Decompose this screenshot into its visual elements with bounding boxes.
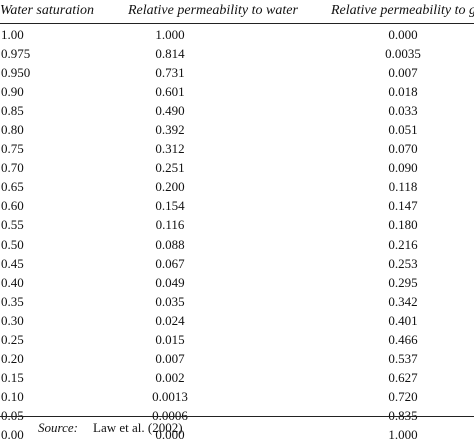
cell-water-saturation: 0.90 (1, 84, 24, 100)
cell-relative-permeability-water: 0.024 (155, 312, 185, 328)
cell-water-saturation: 0.950 (1, 65, 31, 81)
cell-relative-permeability-gas: 0.090 (388, 160, 418, 176)
table-row: 0.45 0.067 0.253 (0, 254, 474, 273)
cell-relative-permeability-gas: 0.0035 (385, 46, 421, 62)
cell-relative-permeability-gas: 0.295 (388, 274, 418, 290)
table-row: 0.40 0.049 0.295 (0, 273, 474, 292)
cell-relative-permeability-water: 0.154 (155, 198, 185, 214)
table-row: 0.975 0.814 0.0035 (0, 44, 474, 63)
cell-relative-permeability-water: 0.814 (155, 46, 185, 62)
cell-water-saturation: 0.75 (1, 141, 24, 157)
table-row: 0.55 0.116 0.180 (0, 215, 474, 234)
cell-water-saturation: 0.05 (1, 407, 24, 423)
table-bottom-rule (0, 416, 474, 417)
table-top-rule (0, 23, 474, 24)
cell-relative-permeability-gas: 0.180 (388, 217, 418, 233)
cell-relative-permeability-gas: 1.000 (388, 426, 418, 442)
cell-water-saturation: 0.20 (1, 350, 24, 366)
cell-relative-permeability-water: 0.731 (155, 65, 185, 81)
header-water-saturation: Water saturation (0, 3, 94, 18)
cell-relative-permeability-gas: 0.342 (388, 293, 418, 309)
cell-relative-permeability-gas: 0.033 (388, 103, 418, 119)
cell-relative-permeability-water: 0.116 (155, 217, 185, 233)
cell-relative-permeability-water: 1.000 (155, 27, 185, 42)
cell-relative-permeability-gas: 0.051 (388, 122, 418, 138)
cell-water-saturation: 0.975 (1, 46, 31, 62)
cell-water-saturation: 0.50 (1, 236, 24, 252)
table-row: 0.65 0.200 0.118 (0, 177, 474, 196)
cell-relative-permeability-water: 0.601 (155, 84, 185, 100)
table-row: 0.70 0.251 0.090 (0, 158, 474, 177)
cell-relative-permeability-gas: 0.253 (388, 255, 418, 271)
table-header-row: Water saturation Relative permeability t… (0, 0, 474, 22)
cell-relative-permeability-gas: 0.835 (388, 407, 418, 423)
cell-relative-permeability-water: 0.035 (155, 293, 185, 309)
cell-relative-permeability-gas: 0.720 (388, 388, 418, 404)
cell-relative-permeability-gas: 0.070 (388, 141, 418, 157)
cell-water-saturation: 0.80 (1, 122, 24, 138)
source-label: Source: (38, 420, 78, 435)
cell-water-saturation: 0.40 (1, 274, 24, 290)
cell-relative-permeability-gas: 0.118 (388, 179, 418, 195)
cell-relative-permeability-water: 0.067 (155, 255, 185, 271)
cell-relative-permeability-water: 0.0006 (152, 407, 188, 423)
cell-water-saturation: 0.70 (1, 160, 24, 176)
cell-water-saturation: 0.10 (1, 388, 24, 404)
cell-relative-permeability-water: 0.088 (155, 236, 185, 252)
cell-water-saturation: 1.00 (1, 27, 24, 42)
cell-relative-permeability-gas: 0.537 (388, 350, 418, 366)
cell-water-saturation: 0.55 (1, 217, 24, 233)
table-row: 0.30 0.024 0.401 (0, 311, 474, 330)
table-row: 0.15 0.002 0.627 (0, 368, 474, 387)
cell-water-saturation: 0.00 (1, 426, 24, 442)
cell-relative-permeability-gas: 0.147 (388, 198, 418, 214)
table-row: 0.10 0.0013 0.720 (0, 387, 474, 406)
cell-relative-permeability-water: 0.049 (155, 274, 185, 290)
cell-water-saturation: 0.25 (1, 331, 24, 347)
cell-relative-permeability-gas: 0.216 (388, 236, 418, 252)
cell-relative-permeability-gas: 0.401 (388, 312, 418, 328)
header-relative-permeability-water: Relative permeability to water (128, 3, 298, 18)
cell-relative-permeability-gas: 0.000 (388, 27, 418, 42)
table-row: 1.00 1.000 0.000 (0, 25, 474, 44)
cell-water-saturation: 0.65 (1, 179, 24, 195)
cell-relative-permeability-water: 0.490 (155, 103, 185, 119)
cell-water-saturation: 0.85 (1, 103, 24, 119)
cell-relative-permeability-gas: 0.007 (388, 65, 418, 81)
table-row: 0.75 0.312 0.070 (0, 139, 474, 158)
cell-water-saturation: 0.60 (1, 198, 24, 214)
cell-relative-permeability-water: 0.002 (155, 369, 185, 385)
cell-relative-permeability-gas: 0.018 (388, 84, 418, 100)
table-row: 0.950 0.731 0.007 (0, 63, 474, 82)
table-row: 0.50 0.088 0.216 (0, 235, 474, 254)
cell-water-saturation: 0.30 (1, 312, 24, 328)
cell-relative-permeability-water: 0.200 (155, 179, 185, 195)
cell-water-saturation: 0.15 (1, 369, 24, 385)
table-row: 0.35 0.035 0.342 (0, 292, 474, 311)
table-row: 0.05 0.0006 0.835 (0, 406, 474, 425)
header-relative-permeability-gas: Relative permeability to gas (331, 3, 474, 18)
table-row: 0.60 0.154 0.147 (0, 196, 474, 215)
table-row: 0.80 0.392 0.051 (0, 120, 474, 139)
table-body: 1.00 1.000 0.000 0.975 0.814 0.0035 0.950 0.731… (0, 25, 474, 444)
cell-relative-permeability-water: 0.0013 (152, 388, 188, 404)
table-row: 0.85 0.490 0.033 (0, 101, 474, 120)
cell-relative-permeability-gas: 0.627 (388, 369, 418, 385)
table-row: 0.90 0.601 0.018 (0, 82, 474, 101)
table-row: 0.20 0.007 0.537 (0, 349, 474, 368)
cell-relative-permeability-water: 0.251 (155, 160, 185, 176)
table-row: 0.25 0.015 0.466 (0, 330, 474, 349)
cell-water-saturation: 0.35 (1, 293, 24, 309)
cell-relative-permeability-water: 0.392 (155, 122, 185, 138)
cell-relative-permeability-water: 0.312 (155, 141, 185, 157)
cell-relative-permeability-gas: 0.466 (388, 331, 418, 347)
source-citation: Law et al. (2002) (93, 420, 183, 435)
cell-relative-permeability-water: 0.015 (155, 331, 185, 347)
cell-water-saturation: 0.45 (1, 255, 24, 271)
cell-relative-permeability-water: 0.007 (155, 350, 185, 366)
